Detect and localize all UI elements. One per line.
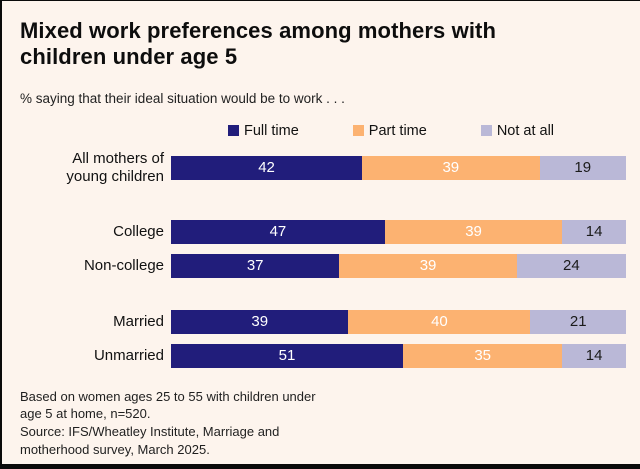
part-time-swatch-icon (352, 125, 364, 137)
source-note: Source: IFS/Wheatley Institute, Marriage… (20, 424, 280, 457)
bar-segment-part-time: 39 (339, 253, 517, 278)
stacked-bar: 39 40 21 (171, 309, 626, 334)
bar-segment-not-at-all: 14 (562, 219, 626, 244)
legend-item-part-time: Part time (352, 122, 427, 139)
row-label: Unmarried (93, 346, 164, 364)
stacked-bar: 42 39 19 (171, 155, 626, 180)
legend-label: Full time (244, 122, 299, 139)
value-label: 35 (474, 347, 492, 365)
bar-segment-not-at-all: 24 (516, 253, 626, 278)
bar-segment-part-time: 39 (362, 155, 540, 180)
legend-label: Part time (368, 122, 427, 139)
bar-segment-not-at-all: 21 (530, 309, 626, 334)
value-label: 39 (442, 159, 460, 177)
bar-row-all-mothers: All mothers of young children 42 39 19 (18, 150, 626, 186)
value-label: 39 (419, 257, 437, 275)
bar-row-non-college: Non-college 37 39 24 (18, 253, 626, 278)
row-label: College (113, 222, 164, 240)
value-label: 19 (574, 159, 592, 177)
value-label: 14 (585, 347, 603, 365)
row-label: Non-college (83, 256, 164, 274)
value-label: 14 (585, 223, 603, 241)
legend-label: Not at all (496, 122, 555, 139)
value-label: 39 (251, 313, 269, 331)
bar-segment-full-time: 42 (171, 155, 363, 180)
value-label: 47 (269, 223, 287, 241)
bar-segment-full-time: 51 (171, 343, 404, 368)
row-label: All mothers of young children (66, 149, 164, 185)
bar-row-married: Married 39 40 21 (18, 309, 626, 334)
bar-row-college: College 47 39 14 (18, 219, 626, 244)
chart-notes: Based on women ages 25 to 55 with childr… (20, 388, 626, 459)
bar-segment-part-time: 40 (348, 309, 531, 334)
stacked-bar: 47 39 14 (171, 219, 626, 244)
not-at-all-swatch-icon (480, 125, 492, 137)
legend-item-not-at-all: Not at all (480, 122, 555, 139)
chart-subtitle: % saying that their ideal situation woul… (20, 90, 345, 106)
bar-segment-full-time: 47 (171, 219, 385, 244)
basis-note: Based on women ages 25 to 55 with childr… (20, 388, 316, 422)
bar-segment-part-time: 39 (384, 219, 563, 244)
bar-segment-not-at-all: 19 (539, 155, 626, 180)
stacked-bar: 51 35 14 (171, 343, 626, 368)
chart-title: Mixed work preferences among mothers wit… (20, 18, 496, 70)
full-time-swatch-icon (228, 125, 239, 137)
bar-row-unmarried: Unmarried 51 35 14 (18, 343, 626, 368)
stacked-bar-chart: All mothers of young children 42 39 19 C… (18, 150, 626, 368)
row-label: Married (113, 312, 164, 330)
value-label: 37 (246, 257, 264, 275)
legend: Full time Part time Not at all (228, 123, 626, 139)
bar-segment-full-time: 37 (171, 253, 340, 278)
legend-item-full-time: Full time (228, 123, 299, 139)
value-label: 51 (278, 347, 296, 365)
value-label: 39 (465, 223, 482, 241)
stacked-bar: 37 39 24 (171, 253, 626, 278)
value-label: 21 (569, 313, 587, 331)
value-label: 24 (563, 257, 580, 275)
value-label: 40 (431, 313, 448, 331)
value-label: 42 (258, 159, 275, 177)
bar-segment-not-at-all: 14 (562, 343, 626, 368)
bar-segment-full-time: 39 (171, 309, 349, 334)
bar-segment-part-time: 35 (403, 343, 563, 368)
